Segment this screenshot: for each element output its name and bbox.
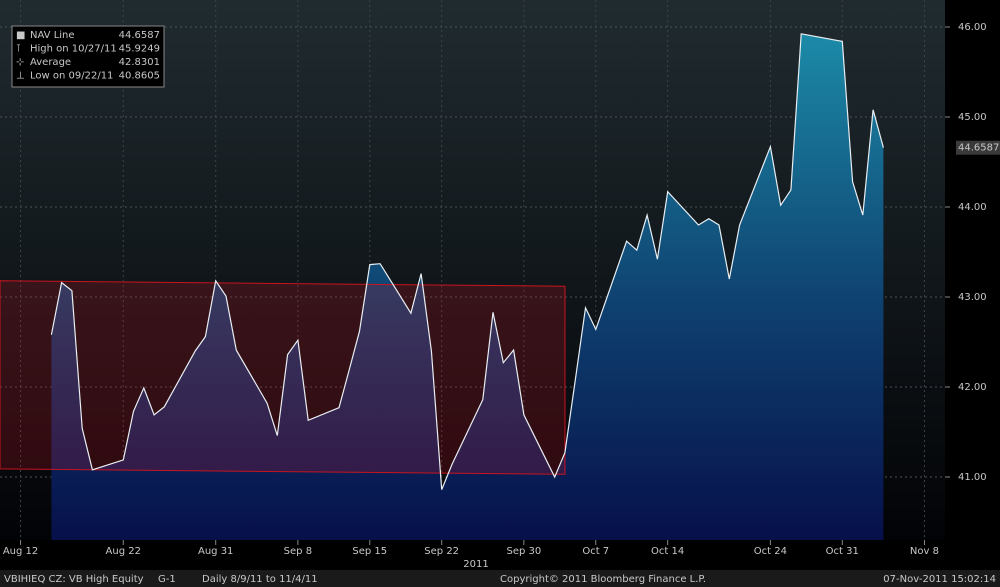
legend-symbol: ■ [16,30,25,41]
last-value-label: 44.6587 [958,143,999,154]
y-tick-label: 41.00 [958,472,987,483]
y-tick-label: 45.00 [958,112,987,123]
footer-bar [0,570,1000,587]
legend-label: Average [30,57,71,68]
area [51,33,884,541]
legend-symbol: ⊹ [16,57,24,68]
x-tick-label: Oct 14 [651,546,684,557]
y-tick-label: 43.00 [958,292,987,303]
x-tick-label: Sep 8 [284,546,312,557]
line [50,33,884,490]
x-tick-label: Oct 24 [754,546,787,557]
last-value-box [956,140,1000,155]
channel-fill [0,280,566,475]
legend-symbol: ⊺ [16,44,21,55]
x-tick-label: Oct 7 [582,546,609,557]
legend-value: 42.8301 [119,57,160,68]
legend-symbol: ⊥ [16,71,25,82]
x-tick-label: Sep 15 [352,546,387,557]
legend-label: Low on 09/22/11 [30,71,113,82]
plot-layer [0,0,945,541]
footer-period: Daily 8/9/11 to 11/4/11 [202,574,318,585]
x-tick-label: Sep 30 [506,546,541,557]
footer-timestamp: 07-Nov-2011 15:02:14 [883,574,996,585]
y-tick-label: 46.00 [958,22,987,33]
legend: ■ NAV Line 44.6587 ⊺ High on 10/27/11 45.9249… [11,25,165,88]
footer-security: VBIHIEQ CZ: VB High Equity [4,574,144,585]
x-tick-label: Nov 8 [910,546,939,557]
legend-value: 45.9249 [119,44,160,55]
legend-label: High on 10/27/11 [30,44,117,55]
x-tick-label: Aug 22 [106,546,141,557]
footer-chart: G-1 [158,574,176,585]
footer-copyright: Copyright© 2011 Bloomberg Finance L.P. [500,574,706,585]
y-tick-label: 44.00 [958,202,987,213]
legend-box [11,25,165,88]
x-tick-label: Oct 31 [826,546,859,557]
x-tick-label: Sep 22 [424,546,459,557]
legend-value: 40.8605 [119,71,160,82]
y-tick-label: 42.00 [958,382,987,393]
legend-value: 44.6587 [119,30,160,41]
legend-label: NAV Line [30,30,75,41]
x-tick-label: Aug 31 [198,546,233,557]
x-tick-label: Aug 12 [3,546,38,557]
x-year-label: 2011 [463,559,488,570]
